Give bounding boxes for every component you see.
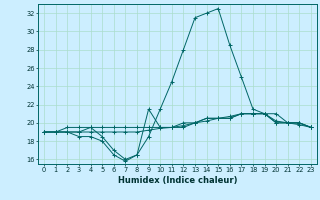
X-axis label: Humidex (Indice chaleur): Humidex (Indice chaleur) [118, 176, 237, 185]
